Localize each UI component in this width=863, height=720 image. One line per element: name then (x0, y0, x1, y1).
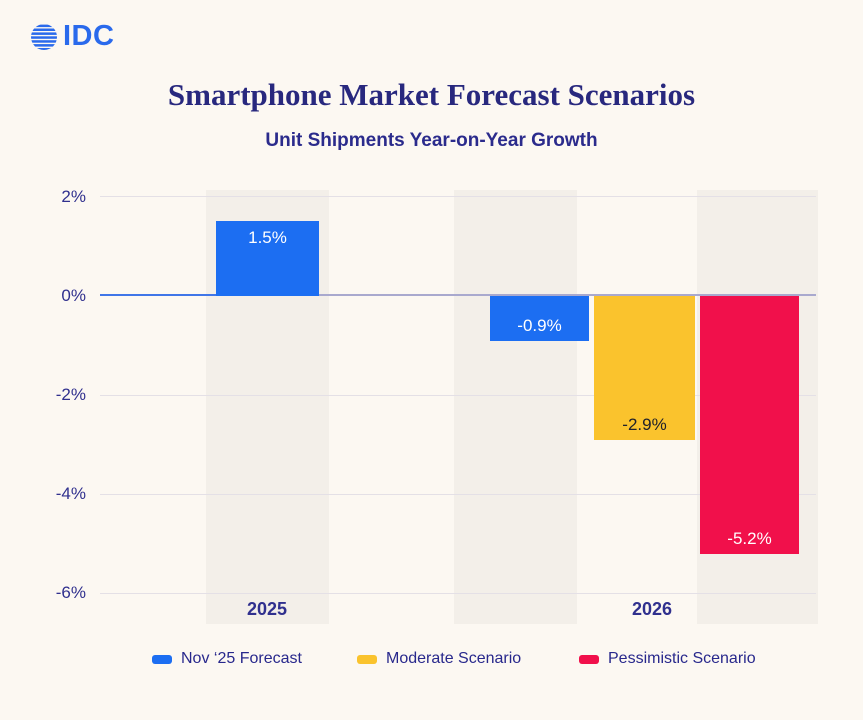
bar-2026-moderate-scenario: -2.9% (594, 296, 695, 440)
column-band-middle (454, 190, 577, 624)
y-tick-label-neg6pct: -6% (55, 583, 86, 602)
zero-axis-line (319, 294, 816, 296)
y-tick-label-neg4pct: -4% (55, 484, 86, 503)
legend-swatch-blue (152, 654, 172, 664)
y-tick-label-2pct: 2% (61, 187, 86, 206)
idc-logo: IDC (30, 22, 114, 51)
bar-2025-nov-forecast: 1.5% (216, 221, 319, 296)
legend-label: Moderate Scenario (386, 650, 522, 667)
globe-stripes-icon (31, 24, 57, 50)
chart-title: Smartphone Market Forecast Scenarios (167, 77, 696, 112)
bar-value-label: -0.9% (517, 316, 562, 335)
gridline-neg2pct (100, 395, 816, 396)
gridline-neg4pct (100, 494, 816, 495)
y-tick-label-neg2pct: -2% (55, 385, 86, 404)
legend-label: Pessimistic Scenario (608, 650, 756, 667)
y-tick-label-0pct: 0% (61, 286, 86, 305)
legend-swatch-red (579, 654, 599, 664)
legend-item-moderate-scenario: Moderate Scenario (357, 649, 521, 669)
gridline-neg6pct (100, 593, 816, 594)
x-tick-label-2025: 2025 (246, 599, 288, 619)
idc-logo-text: IDC (63, 20, 115, 52)
legend-label: Nov ‘25 Forecast (181, 650, 302, 667)
bar-value-label: -5.2% (727, 529, 772, 548)
chart-subtitle: Unit Shipments Year-on-Year Growth (265, 130, 598, 151)
gridline-2pct (100, 196, 816, 197)
legend-swatch-yellow (357, 654, 377, 664)
x-tick-label-2026: 2026 (631, 599, 673, 619)
legend-item-pessimistic-scenario: Pessimistic Scenario (579, 649, 756, 669)
bar-2026-nov-forecast: -0.9% (490, 296, 589, 341)
legend-item-nov25-forecast: Nov ‘25 Forecast (152, 649, 302, 669)
bar-value-label: 1.5% (248, 228, 287, 247)
bar-value-label: -2.9% (622, 415, 667, 434)
bar-2026-pessimistic-scenario: -5.2% (700, 296, 799, 554)
zero-axis-line-accent (100, 294, 319, 296)
